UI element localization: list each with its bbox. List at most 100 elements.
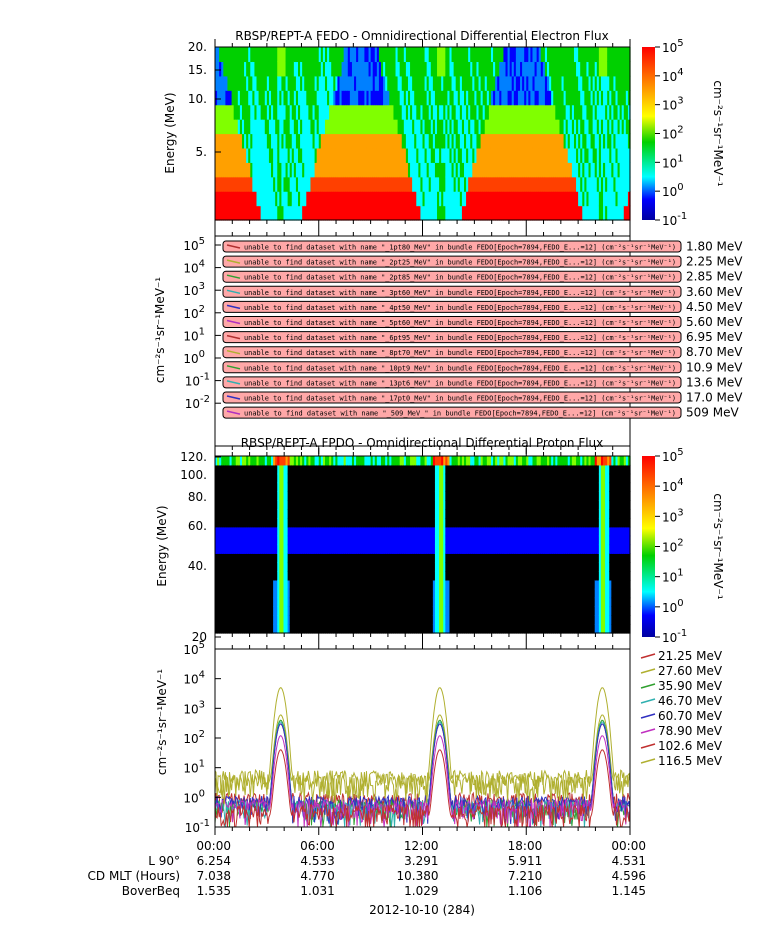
spectrogram-cell <box>569 162 573 178</box>
spectrogram-cell <box>333 624 336 634</box>
spectrogram-cell <box>279 464 282 475</box>
spectrogram-cell <box>387 553 390 563</box>
spectrogram-cell <box>376 526 380 537</box>
spectrogram-cell <box>223 104 226 120</box>
spectrogram-cell <box>383 133 386 149</box>
spectrogram-cell <box>366 75 370 91</box>
spectrogram-cell <box>555 104 558 120</box>
spectrogram-cell <box>356 191 359 207</box>
legend-line <box>226 395 241 400</box>
spectrogram-cell <box>576 147 579 163</box>
spectrogram-cell <box>393 90 397 106</box>
spectrogram-cell <box>300 535 303 546</box>
spectrogram-cell <box>300 615 303 625</box>
spectrogram-cell <box>428 456 432 466</box>
spectrogram-cell <box>331 162 334 178</box>
spectrogram-cell <box>331 473 334 484</box>
spectrogram-cell <box>434 456 438 466</box>
spectrogram-cell <box>233 571 237 581</box>
spectrogram-cell <box>432 61 436 77</box>
spectrogram-cell <box>432 517 436 528</box>
spectrogram-cell <box>517 133 521 149</box>
spectrogram-cell <box>329 61 332 77</box>
spectrogram-cell <box>235 553 239 563</box>
spectrogram-cell <box>611 47 614 63</box>
spectrogram-cell <box>505 61 509 77</box>
spectrogram-cell <box>215 588 218 599</box>
spectrogram-cell <box>362 162 365 178</box>
spectrogram-cell <box>341 162 345 178</box>
spectrogram-cell <box>337 500 341 510</box>
spectrogram-cell <box>268 535 272 546</box>
spectrogram-cell <box>306 191 309 207</box>
spectrogram-cell <box>383 624 386 634</box>
spectrogram-cell <box>368 544 372 554</box>
spectrogram-cell <box>248 500 251 510</box>
spectrogram-cell <box>557 90 561 106</box>
spectrogram-cell <box>439 571 442 581</box>
spectrogram-cell <box>416 500 419 510</box>
spectrogram-cell <box>287 615 291 625</box>
spectrogram-cell <box>439 205 442 221</box>
spectrogram-cell <box>447 526 451 537</box>
spectrogram-cell <box>364 162 368 178</box>
spectrogram-cell <box>393 61 397 77</box>
spectrogram-cell <box>418 588 422 599</box>
spectrogram-cell <box>283 579 287 590</box>
spectrogram-cell <box>360 75 363 91</box>
spectrogram-cell <box>443 119 446 135</box>
spectrogram-cell <box>437 624 440 634</box>
spectrogram-cell <box>314 535 318 546</box>
spectrogram-cell <box>567 147 571 163</box>
spectrogram-cell <box>414 47 417 63</box>
spectrogram-cell <box>322 133 326 149</box>
spectrogram-cell <box>291 544 295 554</box>
spectrogram-cell <box>378 133 382 149</box>
spectrogram-cell <box>461 104 465 120</box>
spectrogram-cell <box>339 75 343 91</box>
spectrogram-cell <box>345 526 349 537</box>
spectrogram-cell <box>393 47 397 63</box>
spectrogram-cell <box>563 162 567 178</box>
spectrogram-cell <box>331 606 334 616</box>
spectrogram-cell <box>449 597 453 608</box>
spectrogram-cell <box>538 75 542 91</box>
spectrogram-cell <box>304 597 307 608</box>
spectrogram-cell <box>304 526 307 537</box>
spectrogram-cell <box>273 500 276 510</box>
spectrogram-cell <box>497 90 500 106</box>
spectrogram-cell <box>306 47 309 63</box>
spectrogram-cell <box>459 464 463 475</box>
spectrogram-cell <box>405 133 409 149</box>
spectrogram-cell <box>277 473 280 484</box>
spectrogram-cell <box>459 133 463 149</box>
spectrogram-cell <box>397 562 401 572</box>
spectrogram-cell <box>314 119 318 135</box>
spectrogram-cell <box>381 47 384 63</box>
spectrogram-cell <box>538 61 542 77</box>
spectrogram-cell <box>455 205 459 221</box>
spectrogram-cell <box>389 535 392 546</box>
spectrogram-cell <box>399 464 403 475</box>
spectrogram-cell <box>281 473 285 484</box>
spectrogram-cell <box>279 205 282 221</box>
spectrogram-cell <box>304 473 307 484</box>
spectrogram-cell <box>397 104 401 120</box>
spectrogram-cell <box>476 162 480 178</box>
spectrogram-cell <box>221 205 224 221</box>
spectrogram-cell <box>470 205 473 221</box>
spectrogram-cell <box>387 205 390 221</box>
spectrogram-cell <box>217 571 220 581</box>
spectrogram-cell <box>239 588 243 599</box>
spectrogram-cell <box>362 205 365 221</box>
spectrogram-cell <box>407 544 411 554</box>
spectrogram-cell <box>488 191 492 207</box>
spectrogram-cell <box>223 606 226 616</box>
spectrogram-cell <box>495 104 498 120</box>
spectrogram-cell <box>530 162 534 178</box>
spectrogram-cell <box>310 624 314 634</box>
spectrogram-cell <box>291 624 295 634</box>
spectrogram-cell <box>223 61 226 77</box>
spectrogram-cell <box>590 162 594 178</box>
spectrogram-cell <box>227 624 231 634</box>
